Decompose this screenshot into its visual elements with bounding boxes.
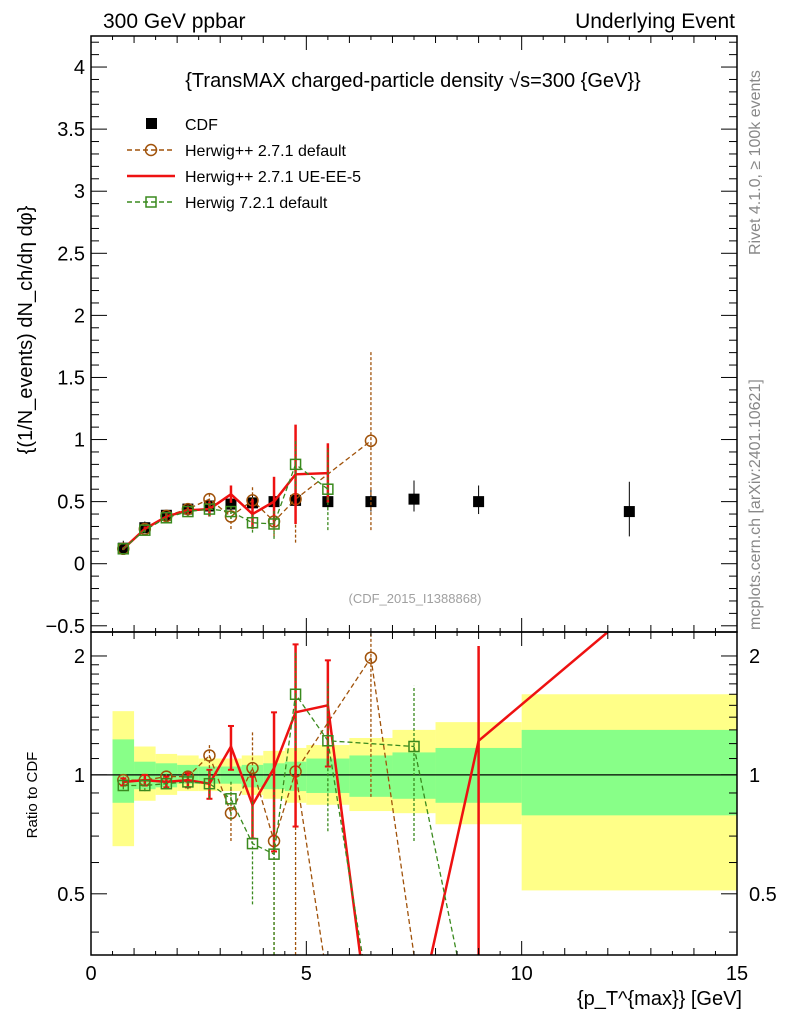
cdf-data-point <box>623 506 635 518</box>
y-tick-label: −0.5 <box>46 616 85 638</box>
series-line <box>122 471 328 550</box>
chart-title: {TransMAX charged-particle density √s=30… <box>185 70 641 92</box>
ratio-band-green <box>112 739 135 803</box>
ratio-point-square <box>322 735 334 747</box>
y-tick-label: 1.5 <box>57 367 85 389</box>
ratio-point-square <box>246 837 259 850</box>
ratio-tick-label-right: 2 <box>749 646 760 668</box>
legend-label-cdf: CDF <box>185 117 218 134</box>
ratio-tick-label-right: 1 <box>749 765 760 787</box>
series-point-square <box>289 458 302 471</box>
x-tick-label: 0 <box>85 963 96 985</box>
y-tick-label: 2.5 <box>57 243 85 265</box>
y-tick-label: 3.5 <box>57 119 85 141</box>
series-line <box>122 463 329 550</box>
header-right: Underlying Event <box>575 10 735 33</box>
legend: CDF Herwig++ 2.7.1 default Herwig++ 2.7.… <box>127 117 361 212</box>
series-point-square <box>160 512 173 524</box>
ratio-point-square <box>117 779 130 792</box>
ratio-point-square <box>289 688 302 701</box>
ratio-drop-segment <box>413 746 458 956</box>
ratio-curve <box>123 704 329 808</box>
y-tick-label: 0 <box>74 554 85 576</box>
ratio-tick-label: 1 <box>74 765 85 787</box>
y-tick-label: 1 <box>74 430 85 452</box>
series-point-square <box>139 524 151 536</box>
ratio-point-square <box>160 777 173 790</box>
ratio-tick-label-right: 0.5 <box>749 884 777 906</box>
x-tick-label: 15 <box>726 963 748 985</box>
ratio-point-circle <box>203 749 216 762</box>
ratio-point-circle <box>246 761 259 775</box>
series-solid <box>122 424 330 551</box>
legend-marker-herwig7 <box>145 196 157 208</box>
chart-watermark: (CDF_2015_I1388868) <box>349 591 482 606</box>
ratio-band-green <box>521 729 737 816</box>
ratio-point-square <box>203 777 216 790</box>
legend-label-herwig7: Herwig 7.2.1 default <box>185 195 328 212</box>
y-tick-label: 4 <box>74 57 85 79</box>
ratio-tick-label: 0.5 <box>57 884 85 906</box>
side-label-top: Rivet 4.1.0, ≥ 100k events <box>747 70 764 255</box>
ratio-point-square <box>225 793 237 805</box>
series-square <box>117 439 334 555</box>
x-axis-title: {p_T^{max}} [GeV] <box>577 988 742 1010</box>
y-axis-title: {(1/N_events) dN_ch/dη dφ} <box>15 205 37 454</box>
legend-label-herwig-ueee5: Herwig++ 2.7.1 UE-EE-5 <box>185 169 361 186</box>
axes-frames: 0 5 10 15 −0.5 0 0.5 1 1.5 2 2.5 3 3.5 4 0.5 0.5 1 1 2 2 <box>46 35 777 985</box>
y-tick-label: 0.5 <box>57 492 85 514</box>
ratio-point-circle <box>364 651 378 664</box>
ratio-point-square <box>182 776 194 788</box>
series-point-square <box>322 483 334 495</box>
ratio-tick-label: 2 <box>74 646 85 668</box>
series-point-square <box>225 505 237 518</box>
cdf-data-point <box>473 496 485 508</box>
series-line <box>122 440 372 550</box>
main-series <box>117 351 635 556</box>
legend-marker-herwig-default <box>144 143 158 157</box>
ratio-series <box>117 631 609 956</box>
series-point-square <box>246 516 259 529</box>
series-data <box>117 480 635 554</box>
ratio-break-segment <box>326 705 362 956</box>
series-point-square <box>203 503 216 515</box>
series-point-square <box>268 518 280 530</box>
ratio-point-square <box>408 740 420 753</box>
ratio-drop-segment <box>370 657 415 956</box>
series-point-circle <box>364 434 378 448</box>
ratio-point-square <box>268 848 280 860</box>
ratio-curve-tail <box>477 631 609 742</box>
header-left: 300 GeV ppbar <box>103 10 245 33</box>
y-tick-label: 2 <box>74 305 85 327</box>
ratio-curve <box>123 657 372 844</box>
side-label-bottom: mcplots.cern.ch [arXiv:2401.10621] <box>747 379 764 630</box>
legend-label-herwig-default: Herwig++ 2.7.1 default <box>185 143 347 160</box>
series-point-square <box>117 543 130 555</box>
ratio-drop-segment <box>294 771 325 956</box>
ratio-series-line <box>117 651 458 956</box>
x-tick-label: 10 <box>511 963 533 985</box>
ratio-drop-segment <box>327 740 363 956</box>
y-tick-label: 3 <box>74 181 85 203</box>
ratio-bands <box>112 694 737 891</box>
cdf-data-point <box>408 493 420 505</box>
ratio-axis-title: Ratio to CDF <box>24 752 41 839</box>
series-point-square <box>182 505 194 518</box>
cdf-data-point <box>365 496 377 508</box>
ratio-break-segment <box>430 740 480 956</box>
x-tick-label: 5 <box>301 963 312 985</box>
cdf-data-point <box>225 498 237 510</box>
ratio-point-square <box>139 779 151 792</box>
legend-marker-cdf <box>146 118 157 129</box>
